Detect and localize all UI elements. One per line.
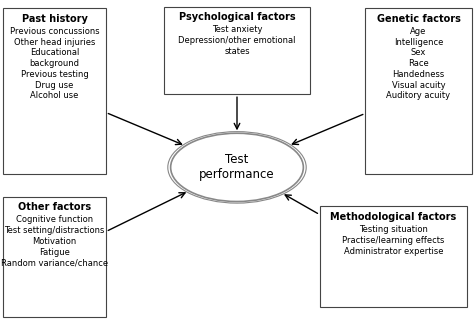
- Bar: [3, 197, 106, 317]
- Text: Genetic factors: Genetic factors: [377, 14, 460, 24]
- Text: Handedness: Handedness: [392, 70, 445, 79]
- Text: Visual acuity: Visual acuity: [392, 81, 446, 90]
- Text: Age: Age: [410, 27, 427, 36]
- Text: Previous concussions: Previous concussions: [9, 27, 100, 36]
- Text: Other head injuries: Other head injuries: [14, 38, 95, 47]
- Text: Test anxiety: Test anxiety: [212, 25, 262, 34]
- Bar: [365, 8, 472, 174]
- Bar: [164, 6, 310, 94]
- Text: Other factors: Other factors: [18, 202, 91, 213]
- Text: Psychological factors: Psychological factors: [179, 12, 295, 22]
- Text: Test
performance: Test performance: [199, 153, 275, 181]
- Text: Testing situation: Testing situation: [359, 225, 428, 234]
- Text: Past history: Past history: [22, 14, 87, 24]
- Text: Administrator expertise: Administrator expertise: [344, 247, 443, 256]
- Ellipse shape: [171, 133, 303, 202]
- Text: Educational: Educational: [30, 48, 79, 58]
- Text: Random variance/chance: Random variance/chance: [1, 258, 108, 267]
- Text: Alcohol use: Alcohol use: [30, 91, 79, 100]
- Text: background: background: [29, 59, 80, 68]
- Text: Intelligence: Intelligence: [394, 38, 443, 47]
- Text: Race: Race: [408, 59, 429, 68]
- Text: Previous testing: Previous testing: [21, 70, 88, 79]
- Text: Test setting/distractions: Test setting/distractions: [4, 226, 105, 235]
- Text: Auditory acuity: Auditory acuity: [386, 91, 451, 100]
- Text: Motivation: Motivation: [32, 237, 77, 246]
- Text: states: states: [224, 47, 250, 56]
- Text: Cognitive function: Cognitive function: [16, 215, 93, 225]
- Bar: [3, 8, 106, 174]
- Text: Practise/learning effects: Practise/learning effects: [342, 236, 445, 245]
- Bar: [320, 206, 467, 307]
- Text: Methodological factors: Methodological factors: [330, 212, 456, 222]
- Text: Fatigue: Fatigue: [39, 248, 70, 257]
- Text: Sex: Sex: [411, 48, 426, 58]
- Ellipse shape: [168, 132, 306, 203]
- Text: Drug use: Drug use: [36, 81, 73, 90]
- Text: Depression/other emotional: Depression/other emotional: [178, 36, 296, 45]
